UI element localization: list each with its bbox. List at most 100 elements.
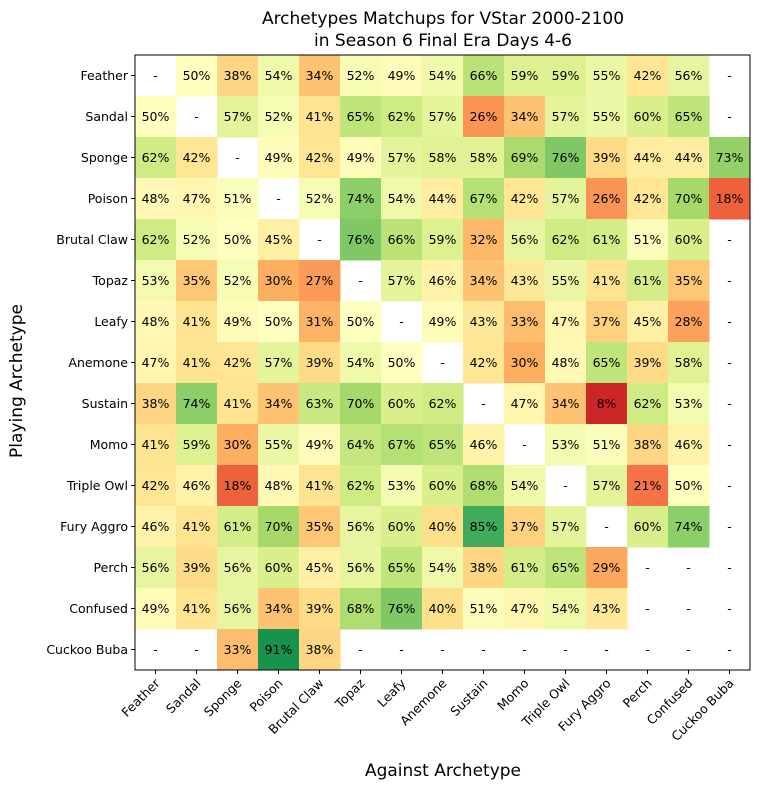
heatmap-cell [217, 301, 259, 343]
heatmap-cell-label: 48% [142, 314, 170, 329]
heatmap-cell [545, 547, 587, 589]
heatmap-cell-label: - [194, 642, 199, 657]
heatmap-cell [135, 137, 177, 179]
heatmap-cell-label: - [686, 560, 691, 575]
heatmap-cell-label: - [153, 68, 158, 83]
heatmap-cell [381, 465, 423, 507]
heatmap-cell-label: 30% [224, 437, 252, 452]
heatmap-cell-label: 66% [388, 232, 416, 247]
heatmap-cell [504, 465, 546, 507]
heatmap-cell [381, 219, 423, 261]
heatmap-cell-label: 56% [224, 601, 252, 616]
heatmap-cell-label: 51% [593, 437, 621, 452]
heatmap-cell [258, 506, 300, 548]
heatmap-cell [381, 342, 423, 384]
heatmap-cell [258, 137, 300, 179]
heatmap-cell [299, 178, 341, 220]
heatmap-cell-label: 39% [593, 150, 621, 165]
heatmap-cell [299, 424, 341, 466]
heatmap-cell [135, 96, 177, 138]
heatmap-cell [627, 424, 669, 466]
heatmap-cell-label: 45% [306, 560, 334, 575]
heatmap-cell [709, 137, 751, 179]
heatmap-cell-label: 37% [593, 314, 621, 329]
x-tick-label: Topaz [331, 675, 368, 712]
heatmap-cell-label: 85% [470, 519, 498, 534]
heatmap-cell-label: 42% [634, 191, 662, 206]
heatmap-cell-label: - [563, 478, 568, 493]
heatmap-cell-label: 46% [142, 519, 170, 534]
heatmap-cell-label: 54% [347, 355, 375, 370]
heatmap-cell-label: 68% [470, 478, 498, 493]
heatmap-cell-label: 62% [552, 232, 580, 247]
heatmap-cell-label: 28% [675, 314, 703, 329]
heatmap-cell [545, 96, 587, 138]
heatmap-cell [463, 301, 505, 343]
heatmap-cell-label: 30% [511, 355, 539, 370]
heatmap-cell-label: 62% [347, 478, 375, 493]
heatmap-cell-label: - [727, 396, 732, 411]
heatmap-cell-label: 46% [183, 478, 211, 493]
heatmap-cell-label: - [358, 273, 363, 288]
heatmap-cell-label: 49% [265, 150, 293, 165]
y-axis-label: Playing Archetype [7, 304, 27, 458]
heatmap-cell [668, 383, 710, 425]
heatmap-cell-label: 39% [306, 355, 334, 370]
heatmap-cell-label: 54% [429, 560, 457, 575]
x-tick-label: Sponge [201, 675, 245, 719]
y-tick-label: Fury Aggro [60, 519, 128, 534]
heatmap-cell [381, 96, 423, 138]
heatmap-cell-label: - [440, 642, 445, 657]
x-axis-label: Against Archetype [365, 761, 521, 781]
heatmap-cell-label: 70% [265, 519, 293, 534]
heatmap-cell-label: 26% [470, 109, 498, 124]
heatmap-cell-label: - [481, 396, 486, 411]
heatmap-cell-label: 42% [142, 478, 170, 493]
heatmap-cell [176, 178, 218, 220]
heatmap-cell [340, 219, 382, 261]
heatmap-cell [504, 301, 546, 343]
heatmap-cell-label: 46% [675, 437, 703, 452]
heatmap-cell [340, 342, 382, 384]
heatmap-cell [545, 178, 587, 220]
heatmap-cell-label: 26% [593, 191, 621, 206]
heatmap-cell [422, 465, 464, 507]
heatmap-cell-label: 54% [388, 191, 416, 206]
heatmap-cell [258, 96, 300, 138]
heatmap-cell [627, 383, 669, 425]
heatmap-cell-label: - [399, 642, 404, 657]
x-tick-label: Leafy [374, 675, 409, 710]
heatmap-cell [504, 219, 546, 261]
heatmap-cell [504, 55, 546, 97]
heatmap-cell [340, 383, 382, 425]
heatmap-cell-label: - [522, 642, 527, 657]
heatmap-cell-label: - [317, 232, 322, 247]
heatmap-cell-label: 56% [347, 519, 375, 534]
heatmap-cell-label: 60% [634, 519, 662, 534]
heatmap-cell [176, 55, 218, 97]
heatmap-cell [135, 178, 177, 220]
y-tick-label: Sponge [81, 150, 128, 165]
heatmap-cell [299, 629, 341, 671]
heatmap-cell [668, 96, 710, 138]
heatmap-cell [176, 547, 218, 589]
heatmap-cell [381, 424, 423, 466]
heatmap-cell [627, 55, 669, 97]
heatmap-cell [217, 342, 259, 384]
heatmap-cell [545, 588, 587, 630]
y-tick-label: Feather [80, 68, 128, 83]
heatmap-cell [586, 96, 628, 138]
heatmap-cell-label: 49% [142, 601, 170, 616]
heatmap-cell-label: - [727, 109, 732, 124]
heatmap-cell-label: 39% [634, 355, 662, 370]
heatmap-cell [135, 547, 177, 589]
heatmap-cell-label: 58% [470, 150, 498, 165]
heatmap-cell-label: 57% [429, 109, 457, 124]
heatmap-cell [422, 96, 464, 138]
heatmap-cell-label: 34% [511, 109, 539, 124]
heatmap-cell-label: 53% [552, 437, 580, 452]
heatmap-cell [422, 383, 464, 425]
heatmap-cell [504, 96, 546, 138]
heatmap-cell [340, 137, 382, 179]
heatmap-cell-label: 38% [306, 642, 334, 657]
